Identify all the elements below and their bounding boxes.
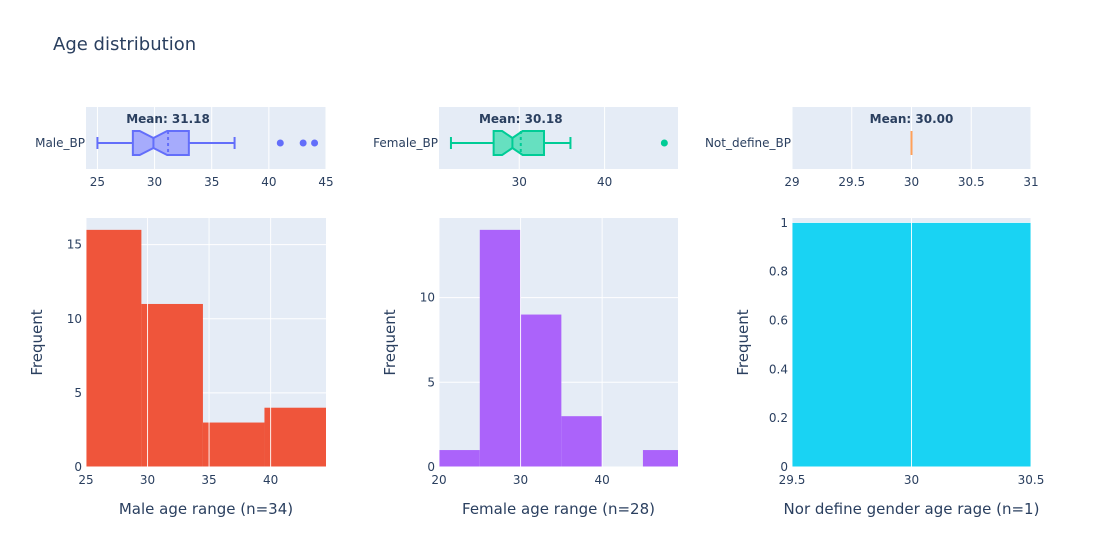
histogram-x-axis-title: Male age range (n=34) [119,500,293,518]
histogram-bar [86,229,142,467]
boxplot-x-tick-label: 30 [512,175,527,189]
boxplot-box [492,130,545,156]
histogram-y-axis-title: Frequent [734,309,752,375]
boxplot-x-tick-label: 40 [597,175,612,189]
boxplot-outlier-point [311,139,319,147]
boxplot-outlier-point [299,139,307,147]
histogram-x-tick-label: 30.5 [1018,473,1045,487]
boxplot-mean-label: Mean: 30.18 [479,112,563,126]
histogram-bar [479,229,521,467]
histogram-bar [264,407,326,467]
histogram-x-tick-label: 29.5 [779,473,806,487]
histogram-y-tick-label: 0.2 [769,411,788,425]
boxplot-x-tick-label: 30 [904,175,919,189]
histogram-y-tick-label: 0.6 [769,314,788,328]
histogram-undefined: 0 0.2 0.4 0.6 0.8 1 29.5 30 30.5 Nor define gende… [734,216,1044,518]
boxplot-plot-area [439,107,678,169]
boxplot-undefined: 29 29.5 30 30.5 31 Not_define_BP Mean: 30.00 [705,107,1039,189]
panel-female: 30 40 Female_BP Mean: 30.18 0 5 10 20 30 40 Female… [373,107,678,518]
histogram-y-axis-title: Frequent [28,309,46,375]
histogram-bar [642,450,678,467]
boxplot-x-tick-label: 40 [261,175,276,189]
boxplot-female: 30 40 Female_BP Mean: 30.18 [373,107,678,189]
histogram-y-tick-label: 10 [67,312,82,326]
boxplot-x-tick-label: 31 [1023,175,1038,189]
histogram-x-tick-label: 40 [594,473,609,487]
histogram-x-tick-label: 35 [201,473,216,487]
histogram-bars [439,229,678,467]
histogram-male: 0 5 10 15 25 30 35 40 Male age range (n=34) Frequ… [28,218,326,518]
histogram-x-tick-label: 25 [78,473,93,487]
histogram-y-tick-label: 5 [427,375,435,389]
boxplot-x-tick-label: 29.5 [838,175,865,189]
chart-title: Age distribution [53,34,196,55]
histogram-bar [520,314,562,467]
histogram-bar [439,450,480,467]
histogram-y-tick-label: 10 [420,291,435,305]
histogram-y-tick-label: 0 [74,460,82,474]
boxplot-x-tick-label: 30 [147,175,162,189]
boxplot-x-tick-label: 29 [784,175,799,189]
histogram-female: 0 5 10 20 30 40 Female age range (n=28) Frequen… [381,218,678,518]
histogram-x-axis-title: Female age range (n=28) [462,500,655,518]
boxplot-male: 25 30 35 40 45 Male_BP Mean: 31.18 [35,107,334,189]
boxplot-category-label: Female_BP [373,136,438,150]
boxplot-outlier-point [276,139,284,147]
histogram-y-tick-label: 0 [780,460,788,474]
histogram-y-tick-label: 0.8 [769,265,788,279]
boxplot-category-label: Not_define_BP [705,136,791,150]
boxplot-box [131,130,190,156]
histogram-bar [561,416,603,467]
boxplot-plot-area [86,107,326,169]
histogram-x-tick-label: 20 [431,473,446,487]
boxplot-category-label: Male_BP [35,136,85,150]
boxplot-mean-label: Mean: 31.18 [126,112,210,126]
histogram-y-tick-label: 15 [67,238,82,252]
histogram-x-axis-title: Nor define gender age rage (n=1) [784,500,1040,518]
histogram-x-tick-label: 30 [513,473,528,487]
boxplot-outlier-point [660,139,668,147]
histogram-x-tick-label: 40 [263,473,278,487]
boxplot-x-tick-label: 45 [318,175,333,189]
histogram-x-tick-label: 30 [140,473,155,487]
histogram-y-axis-title: Frequent [381,309,399,375]
histogram-y-tick-label: 1 [780,216,788,230]
panel-male: 25 30 35 40 45 Male_BP Mean: 31.18 0 5 10 15 25 30 35… [28,107,334,518]
histogram-bar [202,422,265,467]
boxplot-x-tick-label: 35 [204,175,219,189]
histogram-x-tick-label: 30 [904,473,919,487]
histogram-y-tick-label: 0 [427,460,435,474]
boxplot-x-tick-label: 25 [90,175,105,189]
boxplot-x-tick-label: 30.5 [958,175,985,189]
boxplot-mean-label: Mean: 30.00 [870,112,954,126]
histogram-y-tick-label: 0.4 [769,362,788,376]
histogram-bar [141,303,203,467]
histogram-y-tick-label: 5 [74,386,82,400]
histogram-bars [86,229,326,467]
